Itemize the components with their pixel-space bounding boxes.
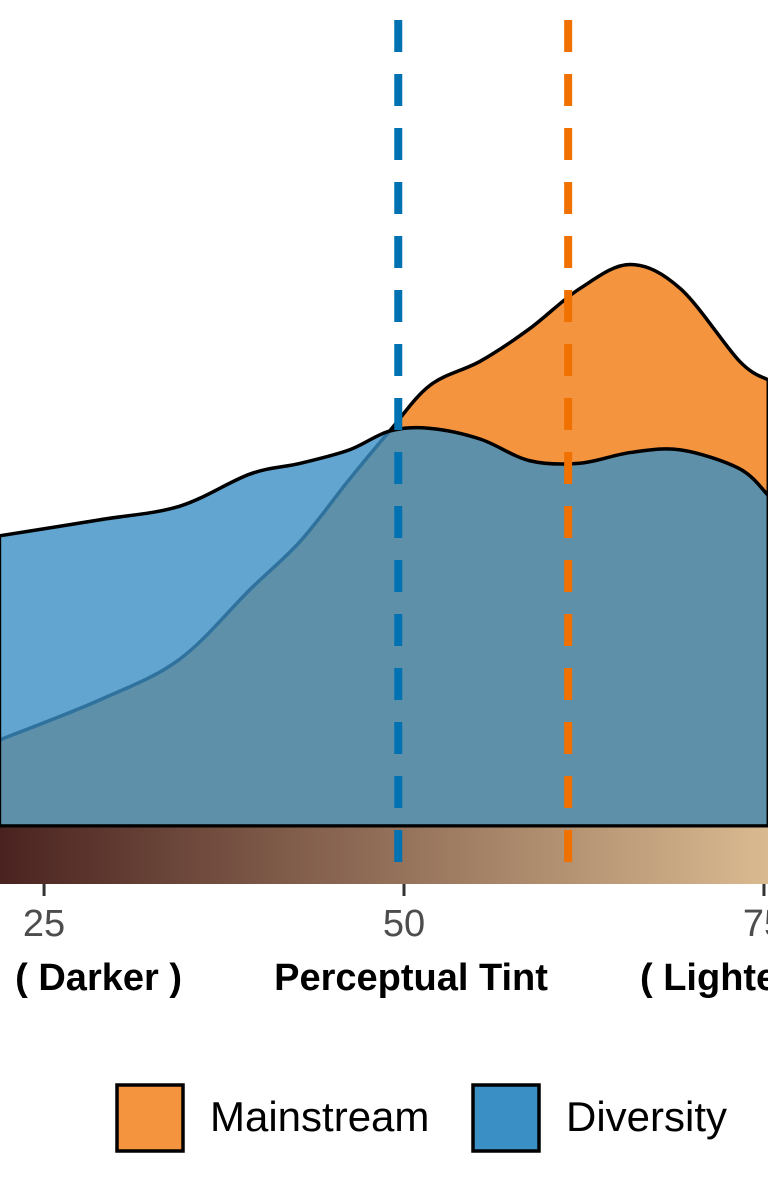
x-tick-label: 50	[383, 903, 425, 945]
density-area	[0, 425, 768, 828]
colorbar	[0, 826, 768, 884]
x-tick-label: 25	[23, 903, 65, 945]
legend-swatch	[471, 1083, 541, 1153]
x-label-right: ( Lighter )	[640, 957, 768, 999]
x-tick-label: 75	[743, 903, 768, 945]
legend-swatch	[115, 1083, 185, 1153]
legend-label: Diversity	[566, 1093, 727, 1140]
x-label-left: ( Darker )	[15, 957, 182, 999]
legend-label: Mainstream	[210, 1093, 429, 1140]
x-label: Perceptual Tint	[274, 957, 548, 999]
